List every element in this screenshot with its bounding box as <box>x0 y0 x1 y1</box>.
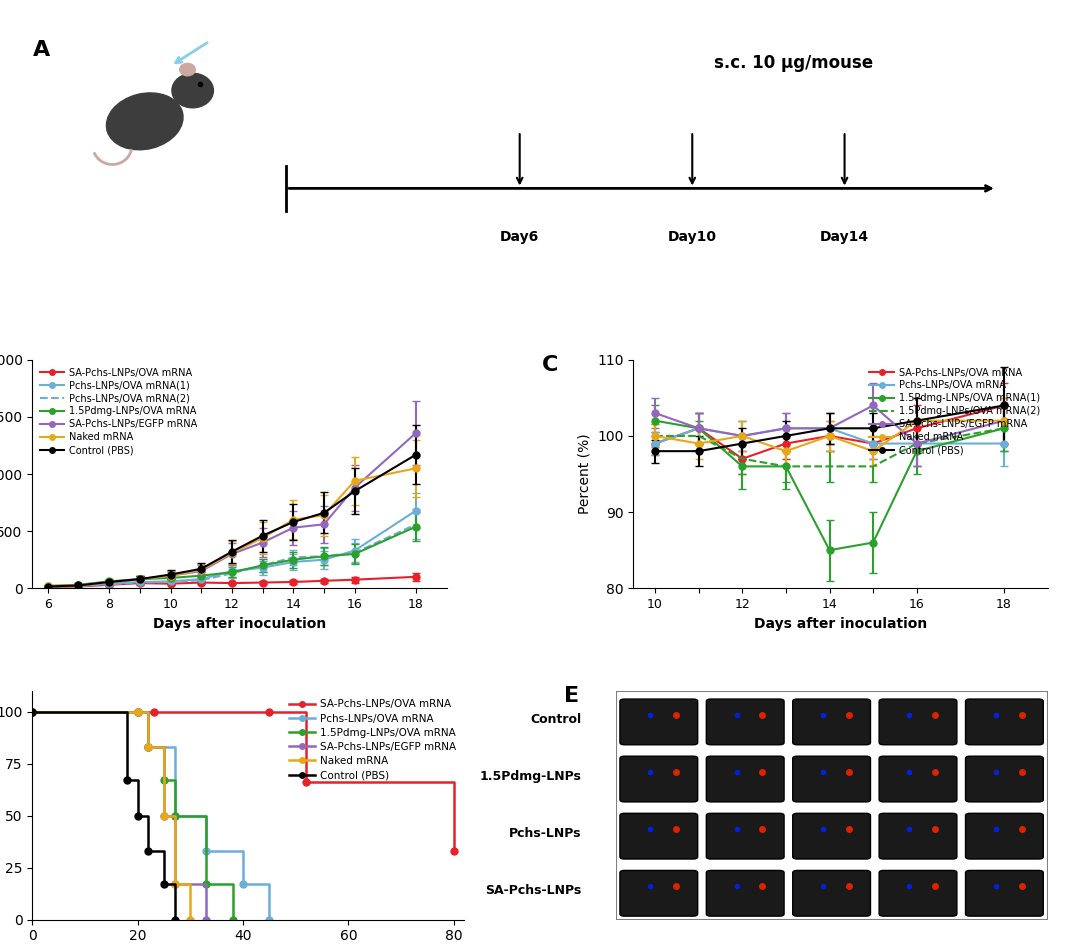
Text: Day6: Day6 <box>500 229 539 244</box>
FancyBboxPatch shape <box>879 813 957 859</box>
FancyBboxPatch shape <box>706 757 784 802</box>
FancyBboxPatch shape <box>793 870 870 916</box>
Text: SA-Pchs-LNPs: SA-Pchs-LNPs <box>485 884 581 898</box>
FancyBboxPatch shape <box>706 813 784 859</box>
FancyBboxPatch shape <box>966 870 1043 916</box>
FancyBboxPatch shape <box>879 870 957 916</box>
Text: Day10: Day10 <box>667 229 717 244</box>
Legend: SA-Pchs-LNPs/OVA mRNA, Pchs-LNPs/OVA mRNA(1), Pchs-LNPs/OVA mRNA(2), 1.5Pdmg-LNP: SA-Pchs-LNPs/OVA mRNA, Pchs-LNPs/OVA mRN… <box>38 365 201 458</box>
Text: s.c. 10 μg/mouse: s.c. 10 μg/mouse <box>714 54 874 72</box>
X-axis label: Days after inoculation: Days after inoculation <box>153 616 326 630</box>
FancyBboxPatch shape <box>620 757 698 802</box>
Ellipse shape <box>179 64 195 76</box>
Y-axis label: Percent (%): Percent (%) <box>578 433 592 515</box>
Ellipse shape <box>172 73 214 108</box>
Text: A: A <box>32 40 50 60</box>
Ellipse shape <box>107 93 183 150</box>
FancyBboxPatch shape <box>793 757 870 802</box>
FancyBboxPatch shape <box>966 813 1043 859</box>
Text: Day14: Day14 <box>820 229 869 244</box>
FancyBboxPatch shape <box>620 870 698 916</box>
Legend: SA-Pchs-LNPs/OVA mRNA, Pchs-LNPs/OVA mRNA, 1.5Pdmg-LNPs/OVA mRNA(1), 1.5Pdmg-LNP: SA-Pchs-LNPs/OVA mRNA, Pchs-LNPs/OVA mRN… <box>866 365 1042 458</box>
FancyBboxPatch shape <box>966 757 1043 802</box>
FancyBboxPatch shape <box>879 699 957 745</box>
Text: Control: Control <box>530 713 581 726</box>
Text: Pchs-LNPs: Pchs-LNPs <box>509 828 581 840</box>
Legend: SA-Pchs-LNPs/OVA mRNA, Pchs-LNPs/OVA mRNA, 1.5Pdmg-LNPs/OVA mRNA, SA-Pchs-LNPs/E: SA-Pchs-LNPs/OVA mRNA, Pchs-LNPs/OVA mRN… <box>285 696 459 783</box>
FancyBboxPatch shape <box>620 813 698 859</box>
FancyBboxPatch shape <box>793 813 870 859</box>
FancyBboxPatch shape <box>620 699 698 745</box>
FancyBboxPatch shape <box>966 699 1043 745</box>
Text: E: E <box>564 686 579 706</box>
Text: 1.5Pdmg-LNPs: 1.5Pdmg-LNPs <box>480 771 581 783</box>
FancyBboxPatch shape <box>706 699 784 745</box>
Text: C: C <box>542 356 558 375</box>
X-axis label: Days after inoculation: Days after inoculation <box>754 616 927 630</box>
FancyBboxPatch shape <box>706 870 784 916</box>
FancyBboxPatch shape <box>879 757 957 802</box>
FancyBboxPatch shape <box>793 699 870 745</box>
